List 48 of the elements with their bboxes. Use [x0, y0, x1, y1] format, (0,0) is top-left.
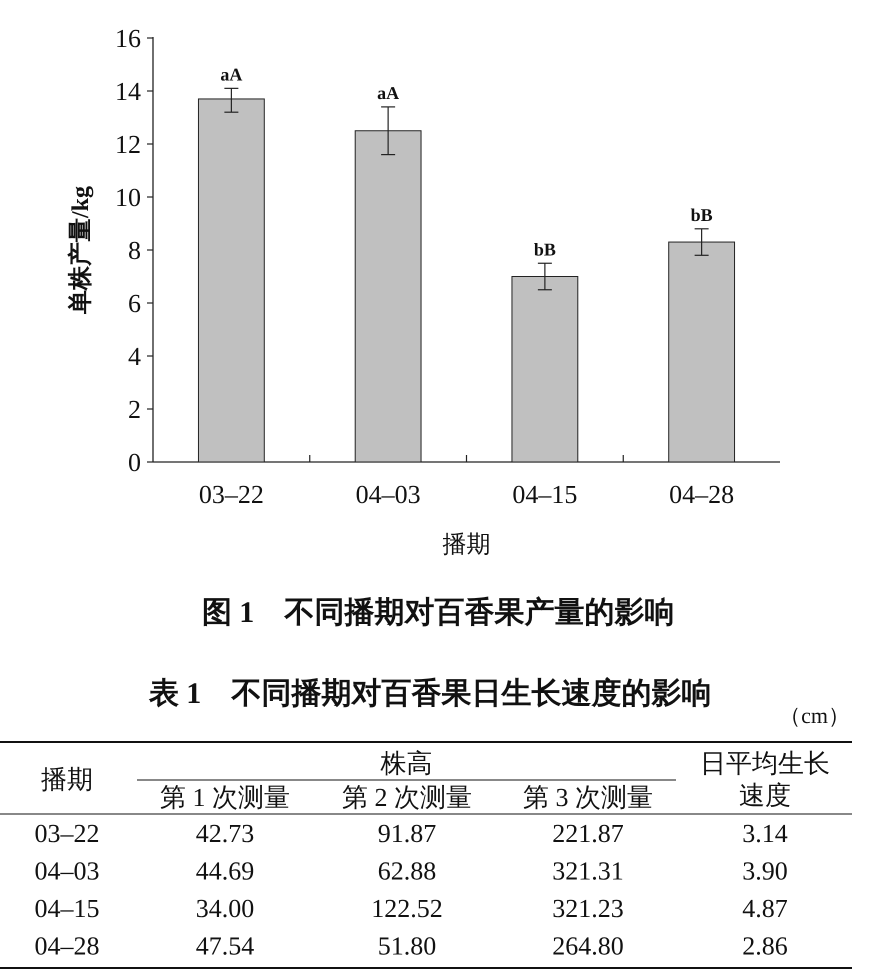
cell: 2.86 — [742, 931, 788, 960]
column-header: 第 3 次测量 — [523, 783, 653, 812]
cell: 3.14 — [742, 818, 788, 848]
y-tick-label: 0 — [128, 448, 141, 477]
title: 表 1 不同播期对百香果日生长速度的影响 — [148, 677, 712, 710]
row-header: 播期 — [41, 765, 93, 794]
x-axis-title: 播期 — [442, 532, 490, 558]
x-tick-label: 04–15 — [512, 480, 578, 509]
cell: 264.80 — [552, 931, 624, 960]
y-tick-label: 14 — [115, 77, 141, 106]
annotation: bB — [534, 239, 556, 260]
x-tick-label: 04–28 — [669, 480, 734, 509]
annotation: aA — [220, 64, 242, 84]
y-tick-label: 2 — [128, 395, 141, 424]
y-tick-label: 8 — [128, 236, 141, 265]
annotation: bB — [690, 204, 713, 225]
x-tick-label: 04–03 — [356, 480, 421, 509]
row-label: 04–03 — [34, 856, 100, 886]
annotation: aA — [377, 82, 400, 103]
cell: 44.69 — [196, 856, 254, 886]
y-tick-label: 12 — [115, 130, 141, 159]
column-header: 第 1 次测量 — [160, 783, 290, 812]
cell: 51.80 — [378, 931, 436, 960]
y-tick-label: 4 — [128, 342, 141, 371]
row-label: 04–15 — [34, 894, 100, 923]
cell: 321.23 — [552, 894, 624, 923]
y-tick-label: 6 — [128, 289, 141, 318]
cell: 4.87 — [742, 894, 788, 923]
y-tick-label: 16 — [115, 24, 141, 53]
x-tick-label: 03–22 — [198, 480, 264, 509]
cell: 122.52 — [371, 894, 443, 923]
column-header: 日平均生长速度 — [700, 749, 830, 810]
annotation: （cm） — [779, 703, 850, 728]
y-axis-title: 单株产量/kg — [68, 186, 94, 314]
y-tick-label: 10 — [115, 183, 141, 212]
column-header: 第 2 次测量 — [342, 783, 472, 812]
cell: 3.90 — [742, 856, 788, 886]
cell: 42.73 — [196, 818, 254, 848]
cell: 91.87 — [378, 818, 436, 848]
title: 图 1 不同播期对百香果产量的影响 — [202, 596, 674, 629]
cell: 34.00 — [196, 894, 254, 923]
cell: 62.88 — [378, 856, 436, 886]
cell: 321.31 — [552, 856, 624, 886]
row-label: 04–28 — [34, 931, 100, 960]
column-group-header: 株高 — [380, 749, 432, 778]
cell: 221.87 — [552, 818, 624, 848]
row-label: 03–22 — [34, 818, 100, 848]
cell: 47.54 — [196, 931, 254, 960]
